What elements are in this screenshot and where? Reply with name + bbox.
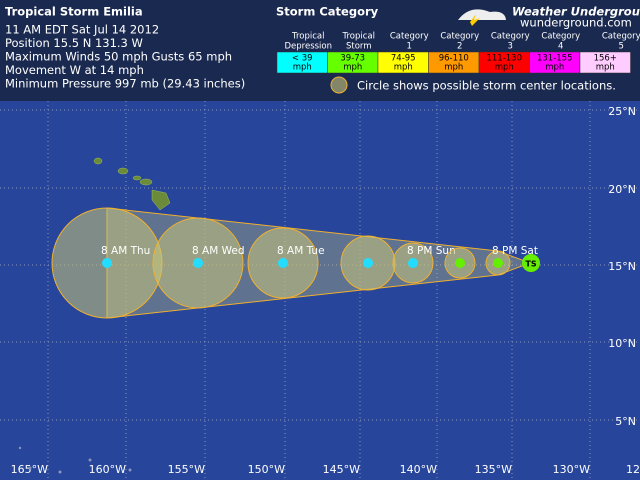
category-label: 4 — [558, 42, 563, 52]
lat-label: 20°N — [608, 183, 636, 196]
lon-label: 155°W — [168, 463, 205, 476]
forecast-point — [493, 258, 503, 268]
hawaii — [93, 157, 171, 211]
lon-label: 130°W — [553, 463, 590, 476]
legend-title: Storm Category — [276, 5, 379, 19]
atolls — [18, 446, 132, 474]
forecast-point — [363, 258, 373, 268]
lon-label: 165°W — [11, 463, 48, 476]
category-range: mph — [495, 63, 514, 73]
category-label: Category — [602, 32, 640, 42]
info-line: Maximum Winds 50 mph Gusts 65 mph — [5, 50, 232, 64]
category-label: Category — [440, 32, 479, 42]
current-position: TS — [522, 254, 540, 272]
category-label: Storm — [346, 42, 372, 52]
forecast-label: 8 PM Sat — [492, 245, 538, 257]
info-line: 11 AM EDT Sat Jul 14 2012 — [5, 23, 159, 37]
lat-label: 25°N — [608, 105, 636, 118]
category-range: < 39 — [292, 54, 313, 64]
forecast-label: 8 AM Wed — [192, 245, 245, 257]
lat-label: 10°N — [608, 337, 636, 350]
category-range: mph — [394, 63, 413, 73]
category-label: 5 — [619, 42, 624, 52]
lon-label: 135°W — [475, 463, 512, 476]
forecast-label: 8 AM Tue — [277, 245, 325, 257]
category-range: mph — [293, 63, 312, 73]
category-label: Category — [491, 32, 530, 42]
category-range: 131-155 — [537, 54, 573, 64]
forecast-point — [455, 258, 465, 268]
lon-label: 140°W — [400, 463, 437, 476]
category-range: mph — [343, 63, 362, 73]
forecast-point — [408, 258, 418, 268]
forecast-point — [102, 258, 112, 268]
brand-logo — [458, 9, 506, 20]
lat-label: 15°N — [608, 260, 636, 273]
category-label: Tropical — [342, 32, 375, 42]
graticule: 165°W 160°W 155°W 150°W 145°W 140°W 135°W 130°W… — [0, 101, 640, 480]
category-range: mph — [596, 63, 615, 73]
category-range: 111-130 — [486, 54, 522, 64]
category-label: Tropical — [291, 32, 324, 42]
brand-logo-bolt — [470, 14, 480, 26]
category-label: Depression — [284, 42, 332, 52]
lon-label: 160°W — [89, 463, 126, 476]
category-label: Category — [541, 32, 580, 42]
lon-label: 150°W — [248, 463, 285, 476]
category-range: mph — [545, 63, 564, 73]
category-range: 74-95 — [391, 54, 416, 64]
storm-marker-label: TS — [525, 260, 536, 269]
forecast-point — [193, 258, 203, 268]
lon-label: 12 — [626, 463, 640, 476]
category-label: Category — [390, 32, 429, 42]
info-line: Minimum Pressure 997 mb (29.43 inches) — [5, 77, 245, 91]
forecast-label: 8 AM Thu — [101, 245, 150, 257]
forecast-point — [278, 258, 288, 268]
forecast-circles: 8 AM Thu 8 AM Wed 8 AM Tue 8 PM Sun 8 PM Sat — [51, 207, 538, 319]
category-range: 156+ — [594, 54, 617, 64]
brand-name: Weather Underground — [512, 5, 640, 19]
category-label: 3 — [508, 42, 513, 52]
legend-circle — [330, 76, 348, 94]
brand: Weather Underground wunderground.com — [458, 5, 640, 30]
category-range: 39-73 — [340, 54, 365, 64]
category-range: mph — [444, 63, 463, 73]
info-line: Movement W at 14 mph — [5, 63, 144, 77]
category-label: 2 — [457, 42, 462, 52]
header-panel — [0, 0, 640, 101]
category-label: 1 — [407, 42, 412, 52]
info-line: Position 15.5 N 131.3 W — [5, 36, 143, 50]
forecast-label: 8 PM Sun — [407, 245, 456, 257]
category-range: 96-110 — [439, 54, 469, 64]
category-swatch — [579, 51, 631, 74]
storm-title: Tropical Storm Emilia — [5, 5, 143, 19]
storm-marker — [522, 254, 540, 272]
legend-note: Circle shows possible storm center locat… — [357, 79, 616, 93]
lat-label: 5°N — [615, 415, 636, 428]
lon-label: 145°W — [323, 463, 360, 476]
brand-url: wunderground.com — [520, 16, 632, 30]
